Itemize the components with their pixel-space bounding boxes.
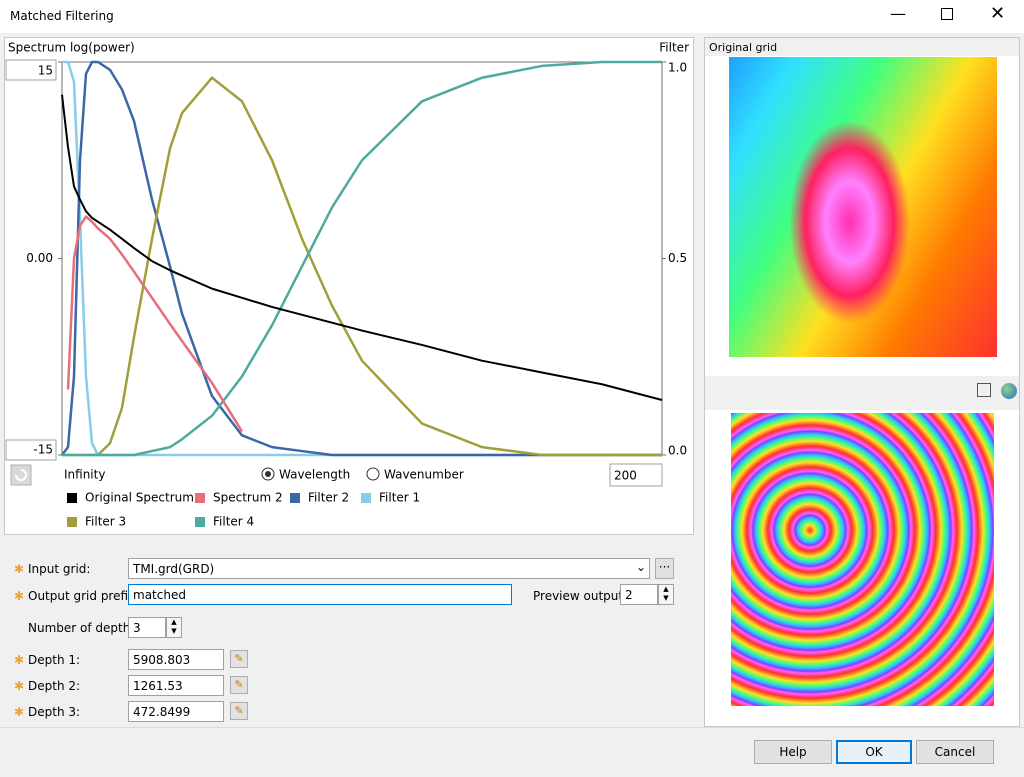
pick-depth-button[interactable]: ✎ — [230, 676, 248, 694]
ymax-box[interactable] — [5, 59, 57, 81]
required-marker: ✱ — [14, 562, 25, 576]
title-bar: Matched Filtering — ✕ — [0, 0, 1024, 33]
ok-button[interactable]: OK — [836, 740, 912, 764]
minimize-button[interactable]: — — [890, 4, 906, 23]
series-line — [66, 215, 244, 433]
legend-swatch — [67, 517, 77, 527]
depths-count-input[interactable]: 3 — [128, 617, 166, 638]
preview-panel: Original grid — [704, 37, 1020, 727]
reset-button[interactable] — [10, 464, 32, 486]
y-tick-label: 15 — [38, 64, 53, 78]
legend-label: Original Spectrum — [85, 491, 194, 505]
output-prefix-input[interactable]: matched — [128, 584, 512, 605]
globe-icon[interactable] — [1001, 383, 1017, 399]
legend-label: Filter 4 — [213, 515, 254, 529]
field-label: Depth 1: — [28, 653, 81, 667]
original-grid-image — [729, 57, 997, 357]
depth-input[interactable]: 472.8499 — [128, 701, 224, 722]
field-label: Depth 3: — [28, 705, 81, 719]
reset-icon — [15, 469, 27, 481]
y2-axis-title: Filter — [659, 41, 689, 55]
zoom-icon[interactable] — [977, 383, 991, 397]
y2-tick-label: 0.0 — [668, 444, 687, 458]
spinner[interactable]: ▲ ▼ — [658, 584, 674, 605]
legend-swatch — [361, 493, 371, 503]
legend-label: Filter 2 — [308, 491, 349, 505]
required-marker: ✱ — [14, 653, 25, 667]
input-grid-dropdown[interactable]: TMI.grd(GRD) — [128, 558, 650, 579]
y2-tick-label: 1.0 — [668, 61, 687, 75]
preview-output-input[interactable]: 2 — [620, 584, 658, 605]
preview-title: Original grid — [709, 41, 778, 54]
field-label: Depth 2: — [28, 679, 81, 693]
required-marker: ✱ — [14, 679, 25, 693]
x-end-box[interactable] — [609, 463, 663, 487]
y-axis-title: Spectrum log(power) — [8, 41, 135, 55]
dropdown-arrow: ⌄ — [636, 560, 647, 574]
legend-swatch — [67, 493, 77, 503]
cancel-button[interactable]: Cancel — [916, 740, 994, 764]
ymin-box[interactable] — [5, 439, 57, 461]
legend-label: Spectrum 2 — [213, 491, 283, 505]
field-label: Output grid prefix: — [28, 589, 140, 603]
close-button[interactable]: ✕ — [990, 3, 1006, 24]
required-marker: ✱ — [14, 589, 25, 603]
y-tick-label: -15 — [33, 443, 53, 457]
x-start-label: Infinity — [64, 468, 105, 482]
series-line — [62, 60, 662, 457]
radio-button[interactable] — [366, 467, 380, 481]
y2-tick-label: 0.5 — [668, 251, 687, 265]
pick-depth-button[interactable]: ✎ — [230, 702, 248, 720]
spinner[interactable]: ▲ ▼ — [166, 617, 182, 638]
pick-depth-button[interactable]: ✎ — [230, 650, 248, 668]
maximize-button[interactable] — [941, 8, 953, 20]
output-grid-image — [731, 413, 994, 706]
help-button[interactable]: Help — [754, 740, 832, 764]
window-title: Matched Filtering — [10, 9, 114, 23]
legend-swatch — [195, 517, 205, 527]
series-line — [61, 94, 663, 401]
field-label: Preview output: — [533, 589, 628, 603]
radio-label: Wavenumber — [384, 468, 464, 482]
legend-swatch — [195, 493, 205, 503]
chart: Spectrum log(power) Filter Infinity 200 … — [5, 41, 689, 529]
required-marker: ✱ — [14, 705, 25, 719]
radio-label: Wavelength — [279, 468, 350, 482]
legend-label: Filter 3 — [85, 515, 126, 529]
depth-input[interactable]: 5908.803 — [128, 649, 224, 670]
y-tick-label: 0.00 — [26, 251, 53, 265]
form: ✱ Input grid: TMI.grd(GRD) ⌄ ··· ✱ Outpu… — [0, 540, 700, 727]
radio-dot — [265, 471, 271, 477]
legend-label: Filter 1 — [379, 491, 420, 505]
depth-input[interactable]: 1261.53 — [128, 675, 224, 696]
field-label: Input grid: — [28, 562, 91, 576]
legend-swatch — [290, 493, 300, 503]
field-label: Number of depths: — [28, 621, 141, 635]
plot-area — [61, 61, 663, 456]
browse-button[interactable]: ··· — [655, 558, 674, 579]
series-line — [61, 60, 662, 457]
x-end-value: 200 — [614, 469, 637, 483]
